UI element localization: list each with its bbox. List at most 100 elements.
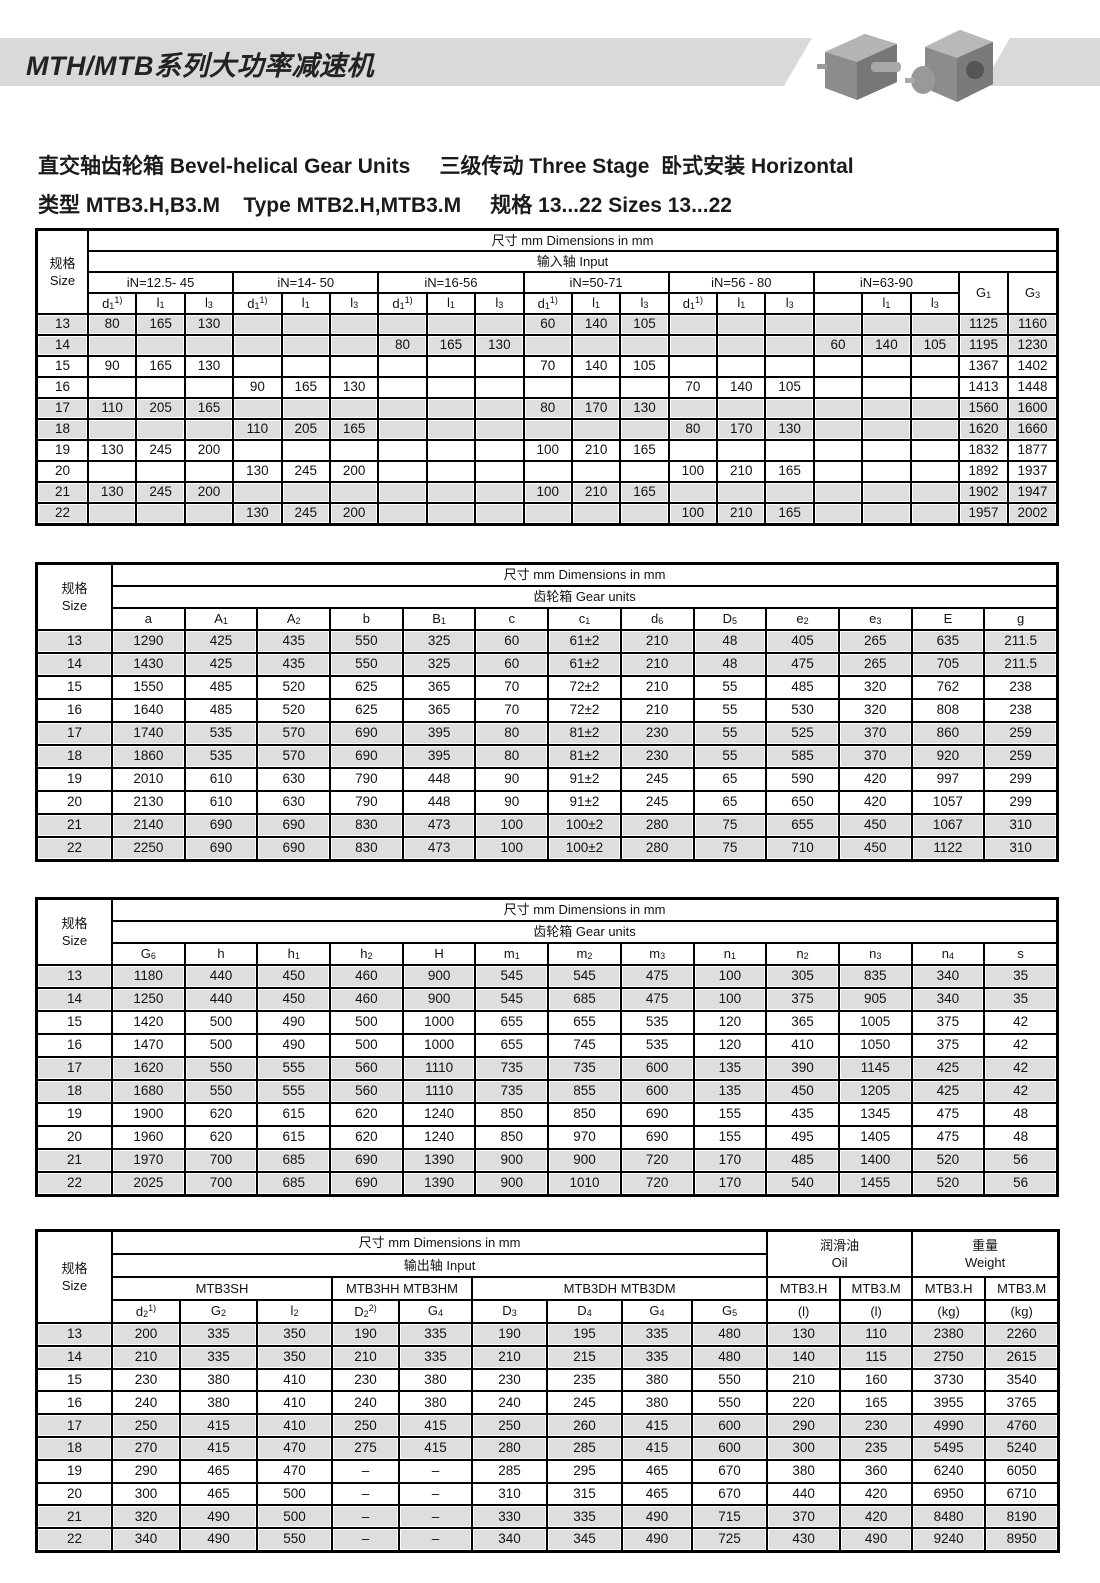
value-cell: 762 [911, 676, 985, 699]
header-cell: B1 [402, 608, 476, 630]
value-cell: 550 [184, 1057, 258, 1080]
table-row: 19 130 245 200 100 210 165 1832 1877 [37, 440, 1058, 461]
header-label: G [140, 945, 151, 961]
value-cell: 5495 [912, 1436, 986, 1460]
value-cell [862, 503, 911, 524]
value-cell [910, 377, 960, 398]
header-subscript: 1 [740, 300, 746, 311]
value-cell [281, 335, 330, 356]
value-cell: 340 [911, 965, 985, 988]
table-row: 16 90 165 130 70 140 105 1413 1448 [37, 377, 1058, 398]
value-cell: 61±2 [548, 630, 621, 653]
value-cell: 75 [693, 837, 767, 860]
value-cell: 140 [571, 356, 621, 377]
value-cell: 350 [257, 1345, 332, 1369]
value-cell: 285 [547, 1436, 622, 1460]
value-cell: 1405 [838, 1126, 912, 1149]
value-cell: 545 [475, 988, 549, 1011]
value-cell: 200 [184, 482, 234, 503]
value-cell: 470 [257, 1436, 332, 1460]
value-cell: 485 [766, 676, 839, 699]
header-row: 规格 Size 尺寸 mm Dimensions in mm [37, 899, 1058, 965]
value-cell: 48 [693, 653, 767, 676]
value-cell: 480 [692, 1323, 768, 1346]
value-cell [426, 377, 476, 398]
value-cell: 620 [184, 1126, 258, 1149]
footnote-marker: 1) [549, 294, 558, 305]
header-cell: 尺寸 mm Dimensions in mm [112, 899, 1058, 921]
value-cell: 1600 [1008, 398, 1058, 419]
size-cell: 19 [37, 1103, 112, 1126]
value-cell: 100 [523, 482, 572, 503]
value-cell [717, 398, 766, 419]
value-cell: 130 [184, 356, 234, 377]
value-cell: 280 [472, 1436, 547, 1460]
table-row: 13 200 335 350 190 335 190 195 335 480 130 110 2380 2… [37, 1323, 1059, 1346]
value-cell: 240 [472, 1391, 547, 1415]
value-cell [668, 356, 718, 377]
value-cell: 8480 [912, 1505, 986, 1529]
header-cell: e3 [838, 608, 912, 630]
value-cell: 9240 [912, 1528, 986, 1551]
header-cell: l3 [329, 293, 379, 314]
value-cell: 1413 [959, 377, 1009, 398]
header-subscript: 1 [689, 300, 695, 311]
value-cell: 238 [984, 676, 1058, 699]
value-cell: 450 [257, 965, 331, 988]
value-cell: 299 [984, 768, 1058, 791]
value-cell: – [399, 1459, 472, 1483]
value-cell: 1960 [112, 1126, 185, 1149]
header-row: 齿轮箱 Gear units [37, 586, 1058, 608]
header-subscript: 2 [143, 1308, 149, 1319]
value-cell: 500 [330, 1011, 403, 1034]
table-row: 13 80 165 130 60 140 105 1125 1160 [37, 314, 1058, 335]
header-cell: 齿轮箱 Gear units [112, 921, 1058, 943]
value-cell: 835 [838, 965, 912, 988]
value-cell: 410 [257, 1391, 332, 1415]
header-label: d [651, 610, 659, 626]
size-cell: 22 [37, 1528, 112, 1551]
table-row: 14 1430 425 435 550 325 60 61±2 210 48 475 265 705 21… [37, 653, 1058, 676]
value-cell: 130 [233, 461, 282, 482]
value-cell: 210 [620, 676, 694, 699]
value-cell: 2250 [112, 837, 185, 860]
value-cell: 245 [136, 440, 185, 461]
header-subscript: 1 [254, 300, 260, 311]
value-cell: 350 [257, 1323, 332, 1346]
value-cell: 490 [257, 1034, 331, 1057]
value-cell: 80 [475, 745, 549, 768]
value-cell [765, 398, 814, 419]
value-cell: 600 [692, 1436, 768, 1460]
value-cell: – [332, 1528, 399, 1551]
value-cell [523, 335, 572, 356]
value-cell: 500 [257, 1505, 332, 1529]
value-cell: 1660 [1008, 419, 1058, 440]
header-cell: MTB3HH MTB3HM [332, 1277, 472, 1300]
value-cell: 160 [840, 1368, 913, 1392]
table-row: 16 1640 485 520 625 365 70 72±2 210 55 530 320 808 23… [37, 699, 1058, 722]
value-cell: 465 [180, 1459, 257, 1483]
value-cell: 690 [330, 1172, 403, 1195]
value-cell [378, 461, 427, 482]
value-cell: 2002 [1008, 503, 1058, 524]
header-cell: c [475, 608, 549, 630]
header-subscript: 6 [658, 615, 664, 626]
size-cell: 22 [37, 503, 88, 524]
value-cell: 210 [620, 699, 694, 722]
value-cell [329, 335, 379, 356]
value-cell [475, 461, 524, 482]
value-cell: 6710 [985, 1482, 1059, 1506]
header-label: iN=14- 50 [277, 274, 335, 290]
size-cell: 22 [37, 837, 112, 860]
size-cell: 19 [37, 768, 112, 791]
value-cell: 1345 [838, 1103, 912, 1126]
header-subscript: 5 [732, 1308, 738, 1319]
value-cell: 700 [184, 1172, 258, 1195]
value-cell: 655 [548, 1011, 621, 1034]
header-cell: b [330, 608, 403, 630]
value-cell: 55 [693, 745, 767, 768]
table-row: 21 130 245 200 100 210 165 1902 1947 [37, 482, 1058, 503]
value-cell [813, 482, 863, 503]
size-cell: 20 [37, 1482, 112, 1506]
value-cell: 230 [840, 1414, 913, 1437]
